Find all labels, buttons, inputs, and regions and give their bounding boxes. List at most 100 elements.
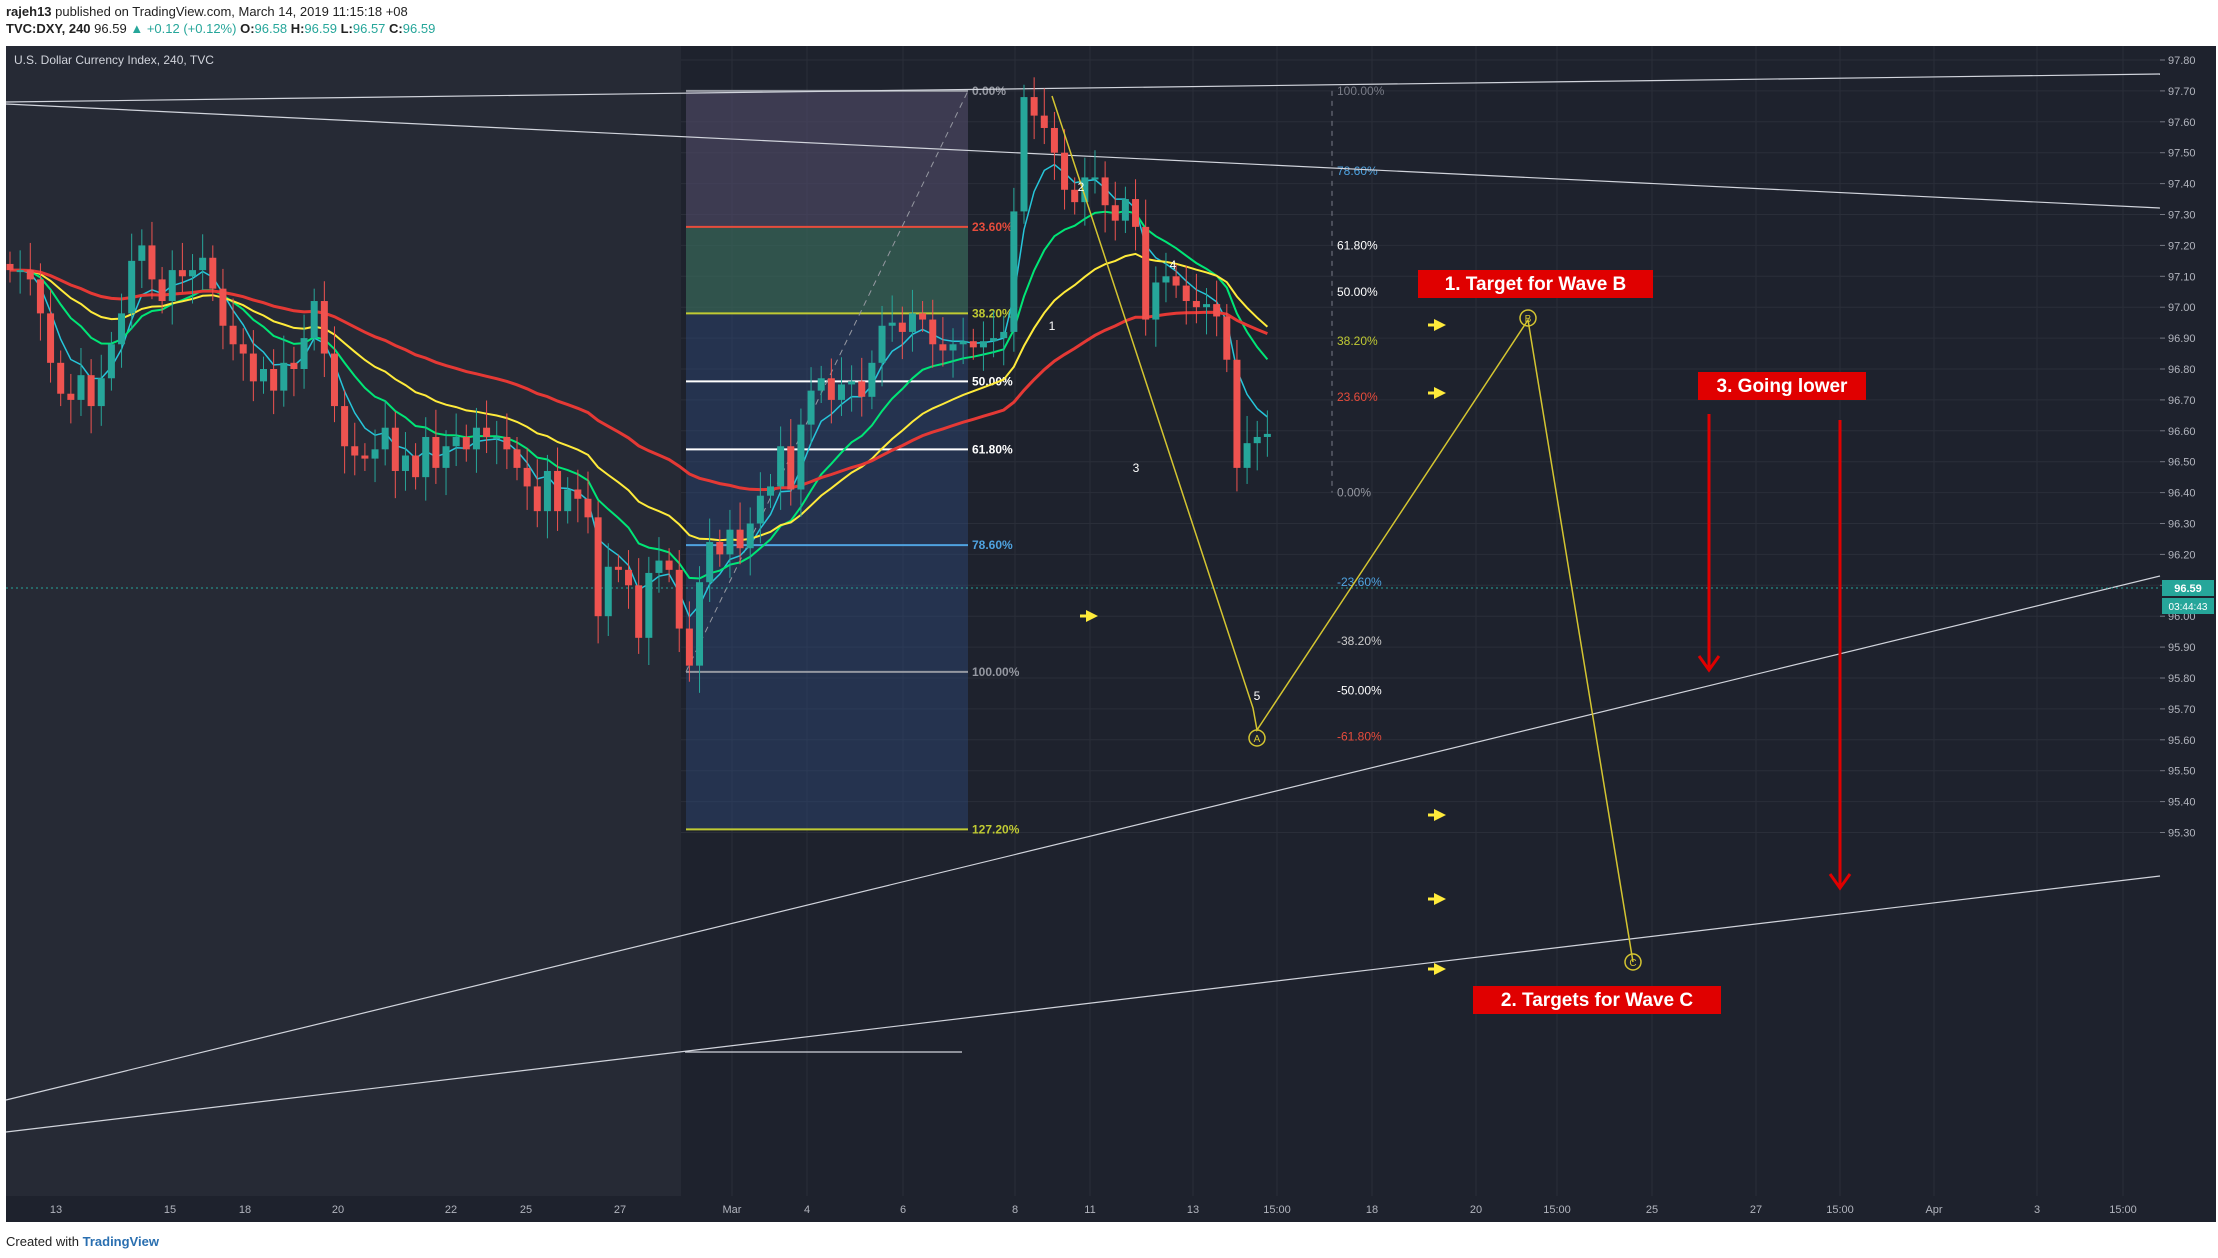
candle-body: [908, 313, 916, 332]
callout-box: [1698, 372, 1866, 400]
time-tick-label: 8: [1012, 1204, 1018, 1216]
callout-text: 2. Targets for Wave C: [1501, 990, 1693, 1011]
last-price-tag: [2162, 580, 2214, 596]
price-tick-label: 96.80: [2168, 364, 2196, 376]
author-name[interactable]: rajeh13: [6, 4, 52, 19]
candle-body: [919, 313, 927, 320]
candle-body: [483, 427, 491, 437]
candle-body: [1162, 276, 1170, 283]
time-tick-label: 20: [332, 1204, 344, 1216]
fib-level-label: 127.20%: [972, 822, 1020, 836]
header-bar: rajeh13 published on TradingView.com, Ma…: [0, 0, 2218, 38]
candle-body: [260, 369, 267, 382]
candle-body: [442, 446, 450, 468]
candle-body: [1243, 443, 1251, 468]
candle-body: [249, 353, 257, 382]
trend-line: [5, 73, 2161, 103]
low-value: 96.57: [352, 21, 386, 36]
candle-body: [47, 313, 55, 363]
time-tick-label: 6: [900, 1204, 906, 1216]
candle-body: [1091, 177, 1099, 180]
countdown-tag-label: 03:44:43: [2169, 602, 2208, 613]
candle-body: [594, 517, 602, 617]
red-arrow-head: [1697, 655, 1721, 673]
candle-body: [939, 344, 947, 351]
symbol-name: TVC:DXY, 240: [6, 21, 91, 36]
callout-box: [1418, 270, 1653, 298]
fib-level-label: 61.80%: [972, 442, 1013, 456]
candle-body: [979, 341, 987, 348]
time-tick-label: 27: [614, 1204, 626, 1216]
candle-body: [543, 470, 551, 512]
candle-body: [807, 390, 815, 425]
candle-body: [138, 245, 146, 261]
candle-body: [726, 529, 734, 555]
fib-ext-label: 78.60%: [1337, 164, 1378, 178]
fib-ext-label: 0.00%: [1337, 486, 1371, 500]
candle-body: [1050, 127, 1058, 153]
candle-body: [391, 427, 399, 471]
candle-body: [777, 446, 785, 487]
candle-body: [746, 523, 754, 549]
fib-zone-green: [686, 226, 968, 314]
price-tick-label: 97.50: [2168, 148, 2196, 160]
candle-body: [351, 446, 359, 456]
time-tick-label: 3: [2034, 1204, 2040, 1216]
time-axis-labels: 13 15 18 20 22 25 27 Mar 4 6 8 11 13 15:00 18 20 15:00 25…: [50, 1204, 2137, 1216]
candle-body: [827, 378, 835, 400]
last-price: 96.59: [94, 21, 127, 36]
candle-body: [1253, 436, 1261, 444]
time-tick-label: 18: [239, 1204, 251, 1216]
price-axis[interactable]: [2160, 46, 2216, 1222]
candle-body: [472, 427, 480, 450]
time-tick-label: 4: [804, 1204, 810, 1216]
low-label: L:: [340, 21, 353, 36]
wave-circle-marker: [1624, 953, 1642, 971]
candle-body: [675, 569, 683, 629]
open-label: O:: [240, 21, 255, 36]
candle-body: [57, 362, 65, 394]
candle-body: [614, 566, 622, 570]
candle-body: [1263, 433, 1271, 437]
candle-body: [330, 353, 338, 407]
price-tick-label: 97.00: [2168, 302, 2196, 314]
candle-body: [523, 467, 531, 487]
candle-body: [1142, 226, 1150, 320]
callout-text: 1. Target for Wave B: [1445, 274, 1627, 295]
callout-box: [1473, 986, 1721, 1014]
candle-body: [848, 381, 856, 385]
created-with-text: Created with: [6, 1234, 79, 1249]
candle-body: [229, 325, 237, 345]
candle-body: [128, 260, 136, 314]
candle-body: [1172, 276, 1180, 286]
open-value: 96.58: [254, 21, 288, 36]
candle-body: [6, 263, 14, 271]
tradingview-logo[interactable]: TradingView: [82, 1234, 159, 1249]
fib-diagonal: [685, 90, 969, 673]
candle-body: [655, 560, 663, 573]
time-tick-label: 15:00: [1826, 1204, 1854, 1216]
candle-body: [756, 495, 764, 524]
wave-label: 3: [1133, 461, 1140, 475]
candle-body: [949, 344, 957, 351]
candle-body: [422, 436, 430, 478]
candle-body: [341, 406, 349, 447]
callout-text: 3. Going lower: [1717, 376, 1849, 397]
time-tick-label: 27: [1750, 1204, 1762, 1216]
candle-body: [959, 341, 967, 345]
candle-body: [1111, 205, 1119, 221]
price-tick-label: 97.10: [2168, 271, 2196, 283]
yellow-arrow: [1434, 963, 1446, 975]
wave-label: 1: [1049, 319, 1056, 333]
wave-label: 5: [1254, 689, 1261, 703]
candle-body: [878, 325, 886, 363]
candle-body: [107, 344, 115, 379]
time-axis[interactable]: [6, 1196, 2160, 1222]
price-tick-label: 97.40: [2168, 179, 2196, 191]
price-tick-label: 96.50: [2168, 457, 2196, 469]
candle-body: [990, 338, 998, 342]
candle-body: [554, 470, 562, 512]
fib-ext-label: 50.00%: [1337, 285, 1378, 299]
candle-body: [584, 498, 592, 518]
